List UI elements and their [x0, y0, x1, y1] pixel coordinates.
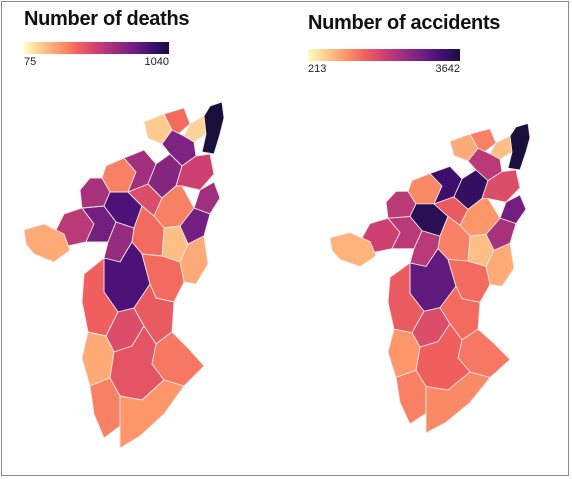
accidents-district-d32 — [425, 371, 491, 434]
deaths-legend-color-bar — [24, 42, 169, 54]
deaths-district-d10 — [163, 107, 191, 137]
accidents-legend-max: 3642 — [435, 63, 460, 75]
accidents-district-d12 — [489, 135, 513, 160]
accidents-legend-color-bar — [308, 49, 460, 61]
deaths-district-d31 — [89, 377, 121, 439]
deaths-choropleth-map — [24, 101, 224, 449]
accidents-district-d31 — [395, 369, 427, 425]
accidents-legend: 213 3642 — [308, 49, 460, 79]
deaths-district-d14 — [175, 153, 215, 191]
deaths-district-d15 — [201, 101, 224, 155]
accidents-district-d14 — [481, 169, 521, 203]
deaths-legend-min: 75 — [24, 56, 37, 68]
deaths-map-title: Number of deaths — [24, 8, 190, 30]
accidents-choropleth-map — [330, 122, 530, 434]
deaths-legend-max: 1040 — [144, 56, 169, 68]
deaths-district-d02 — [24, 223, 71, 263]
deaths-district-d16 — [193, 181, 221, 215]
deaths-district-d12 — [183, 115, 207, 143]
accidents-legend-min: 213 — [308, 63, 327, 75]
accidents-district-d16 — [499, 194, 527, 224]
accidents-district-d15 — [507, 122, 530, 171]
accidents-district-d02 — [330, 232, 377, 267]
accidents-map-title: Number of accidents — [308, 12, 501, 34]
deaths-legend: 75 1040 — [24, 42, 169, 72]
accidents-district-d10 — [469, 128, 497, 155]
deaths-district-d32 — [119, 379, 185, 449]
